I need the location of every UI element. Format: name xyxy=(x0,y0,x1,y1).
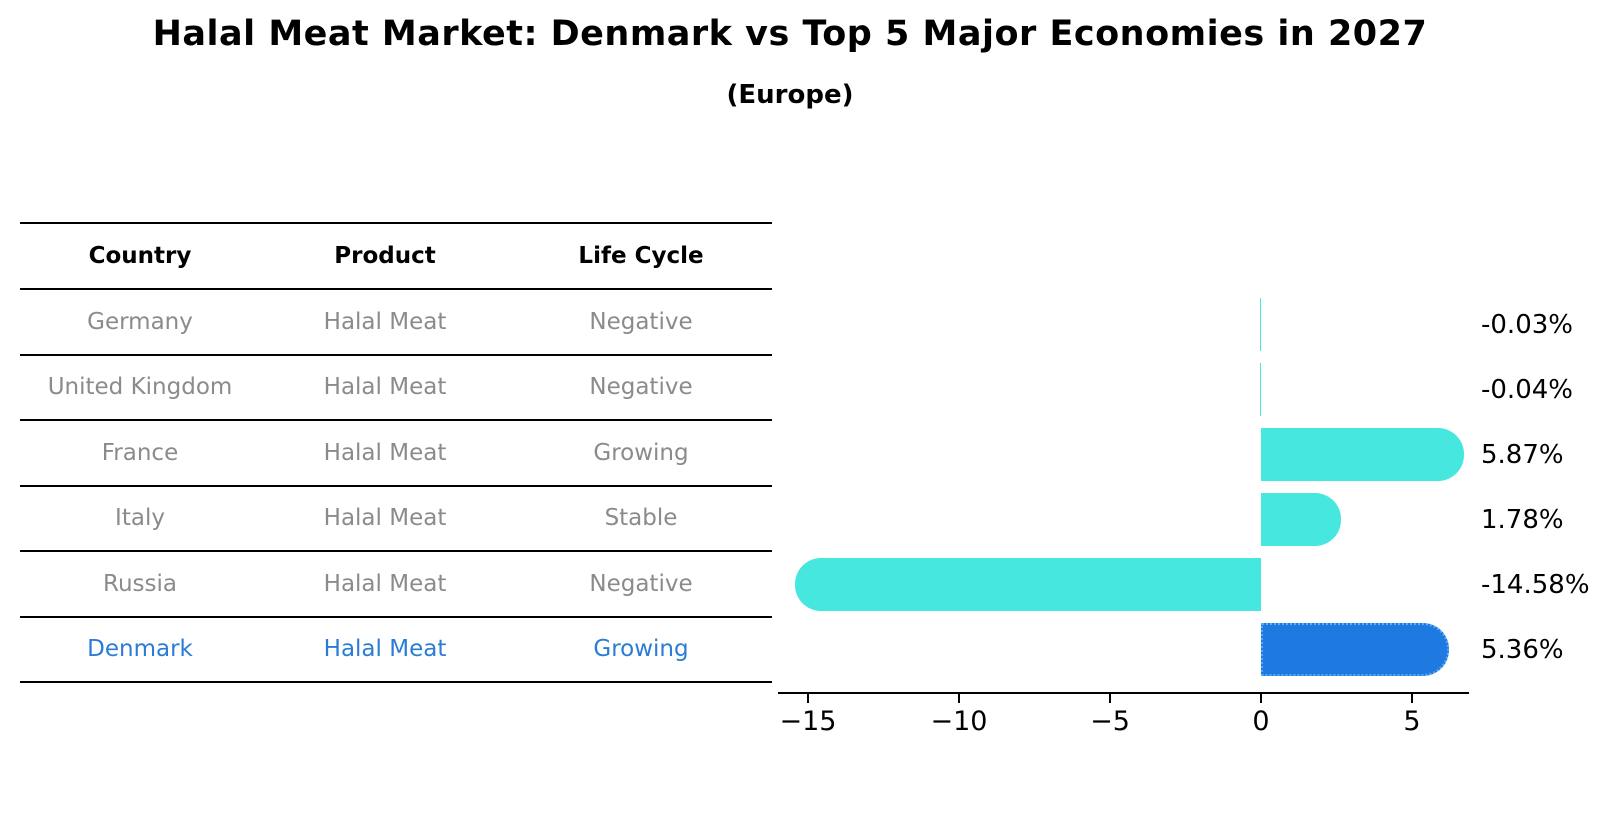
table-cell-life_cycle: Growing xyxy=(593,636,689,663)
table-header-product: Product xyxy=(334,243,436,269)
table-cell-life_cycle: Negative xyxy=(589,308,693,335)
table-cell-country: United Kingdom xyxy=(47,374,233,401)
x-tick-mark--5 xyxy=(1109,694,1111,703)
chart-subtitle: (Europe) xyxy=(726,80,854,110)
value-label-united-kingdom: -0.04% xyxy=(1481,374,1573,405)
table-row-germany: Germany Halal Meat Negative xyxy=(20,290,772,356)
table-cell-life_cycle: Negative xyxy=(589,570,693,597)
table-row-italy: Italy Halal Meat Stable xyxy=(20,487,772,552)
bar-russia xyxy=(794,558,1261,611)
x-tick-label--10: −10 xyxy=(930,706,988,737)
x-tick-label-5: 5 xyxy=(1403,706,1421,737)
table-cell-product: Halal Meat xyxy=(323,374,447,401)
bar-germany xyxy=(1259,298,1261,351)
table-cell-life_cycle: Negative xyxy=(589,374,693,401)
table-cell-product: Halal Meat xyxy=(323,636,447,663)
value-label-italy: 1.78% xyxy=(1481,504,1564,535)
table-row-united-kingdom: United Kingdom Halal Meat Negative xyxy=(20,356,772,421)
table-cell-life_cycle: Growing xyxy=(593,439,689,466)
table-cell-country: Russia xyxy=(103,570,177,597)
value-label-russia: -14.58% xyxy=(1481,569,1590,600)
x-axis-line xyxy=(778,692,1469,694)
chart-title: Halal Meat Market: Denmark vs Top 5 Majo… xyxy=(152,14,1428,54)
value-label-france: 5.87% xyxy=(1481,439,1564,470)
table-cell-product: Halal Meat xyxy=(323,439,447,466)
x-tick-mark-5 xyxy=(1411,694,1413,703)
table-cell-country: Italy xyxy=(115,505,165,532)
table-cell-life_cycle: Stable xyxy=(604,505,678,532)
x-tick-mark--10 xyxy=(958,694,960,703)
bar-france xyxy=(1261,428,1465,481)
x-tick-label--15: −15 xyxy=(779,706,837,737)
value-label-denmark: 5.36% xyxy=(1481,634,1564,665)
country-table: Country Product Life Cycle Germany Halal … xyxy=(20,222,772,683)
x-tick-mark--15 xyxy=(807,694,809,703)
table-cell-product: Halal Meat xyxy=(323,505,447,532)
bar-united-kingdom xyxy=(1259,363,1261,416)
table-header-country: Country xyxy=(88,243,192,269)
x-tick-label-0: 0 xyxy=(1252,706,1270,737)
table-cell-product: Halal Meat xyxy=(323,570,447,597)
table-cell-country: France xyxy=(101,439,179,466)
table-row-russia: Russia Halal Meat Negative xyxy=(20,552,772,618)
x-tick-mark-0 xyxy=(1260,694,1262,703)
bar-italy xyxy=(1261,493,1341,546)
table-cell-product: Halal Meat xyxy=(323,308,447,335)
table-row-denmark: Denmark Halal Meat Growing xyxy=(20,618,772,683)
bar-denmark xyxy=(1261,623,1449,676)
x-tick-label--5: −5 xyxy=(1090,706,1130,737)
table-cell-country: Denmark xyxy=(87,636,193,663)
value-label-germany: -0.03% xyxy=(1481,309,1573,340)
table-header-lifecycle: Life Cycle xyxy=(578,243,704,269)
table-header-row: Country Product Life Cycle xyxy=(20,224,772,290)
table-row-france: France Halal Meat Growing xyxy=(20,421,772,487)
table-cell-country: Germany xyxy=(87,308,193,335)
